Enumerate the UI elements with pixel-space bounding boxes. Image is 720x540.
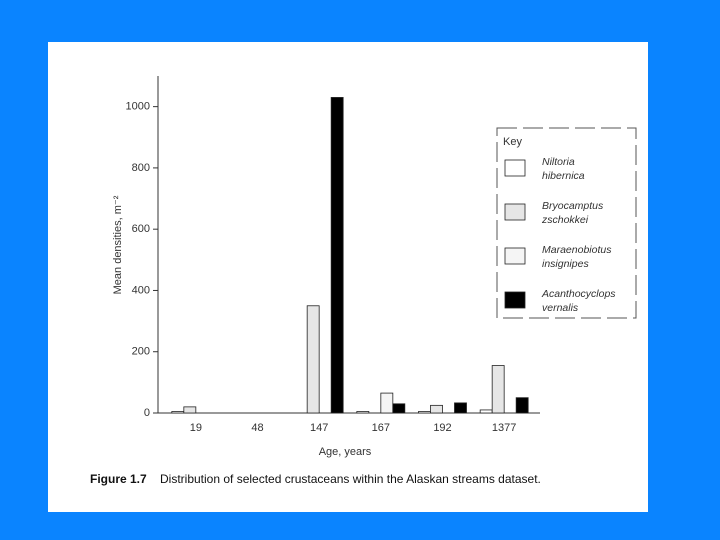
y-tick-label: 0 (144, 407, 150, 419)
bar (430, 404, 443, 414)
legend-title: Key (503, 136, 522, 148)
legend-swatch (504, 159, 526, 177)
x-tick-label: 147 (310, 422, 328, 434)
legend-label: Acanthocyclops vernalis (541, 288, 616, 314)
legend-swatch (504, 247, 526, 265)
legend-swatch (504, 291, 526, 309)
bar (491, 365, 505, 414)
bar (306, 305, 320, 414)
bar (183, 406, 197, 414)
bar (380, 392, 394, 414)
y-tick-label: 600 (132, 223, 150, 235)
x-tick-label: 192 (433, 422, 451, 434)
paper (48, 42, 648, 512)
x-tick-label: 48 (251, 422, 263, 434)
legend-box (496, 127, 637, 319)
caption-label: Figure 1.7 (90, 472, 147, 486)
y-tick-label: 400 (132, 284, 150, 296)
bar (515, 397, 529, 414)
bar (418, 411, 431, 414)
y-tick-label: 1000 (126, 101, 150, 113)
x-tick-label: 167 (372, 422, 390, 434)
y-axis-label: Mean densities, m⁻² (112, 195, 124, 294)
x-tick-label: 1377 (492, 422, 516, 434)
legend-label: Maraenobiotus insignipes (542, 244, 612, 270)
legend-label: Bryocamptus zschokkei (541, 200, 604, 226)
x-tick-label: 19 (190, 422, 202, 434)
caption: Distribution of selected crustaceans wit… (160, 472, 541, 486)
y-tick-label: 200 (132, 346, 150, 358)
bar (356, 411, 370, 414)
bar (330, 97, 344, 414)
legend-swatch (504, 203, 526, 221)
bar (454, 402, 467, 414)
y-tick-label: 800 (132, 162, 150, 174)
legend-label: Niltoria hibernica (542, 156, 585, 182)
bar (171, 411, 185, 414)
bar (392, 403, 406, 414)
bar (479, 409, 493, 414)
x-axis-label: Age, years (319, 446, 372, 458)
